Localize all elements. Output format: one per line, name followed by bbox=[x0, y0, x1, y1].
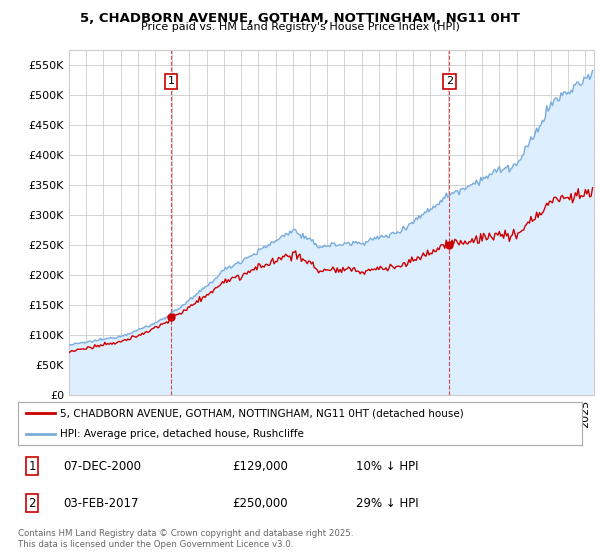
Text: 2: 2 bbox=[446, 76, 453, 86]
Text: 1: 1 bbox=[167, 76, 175, 86]
Text: 07-DEC-2000: 07-DEC-2000 bbox=[63, 460, 141, 473]
Text: 29% ↓ HPI: 29% ↓ HPI bbox=[356, 497, 419, 510]
Text: 1: 1 bbox=[28, 460, 36, 473]
Text: 2: 2 bbox=[28, 497, 36, 510]
Text: HPI: Average price, detached house, Rushcliffe: HPI: Average price, detached house, Rush… bbox=[60, 430, 304, 439]
Text: 5, CHADBORN AVENUE, GOTHAM, NOTTINGHAM, NG11 0HT: 5, CHADBORN AVENUE, GOTHAM, NOTTINGHAM, … bbox=[80, 12, 520, 25]
Text: 10% ↓ HPI: 10% ↓ HPI bbox=[356, 460, 419, 473]
Text: 03-FEB-2017: 03-FEB-2017 bbox=[63, 497, 139, 510]
Text: Contains HM Land Registry data © Crown copyright and database right 2025.
This d: Contains HM Land Registry data © Crown c… bbox=[18, 529, 353, 549]
Text: £250,000: £250,000 bbox=[232, 497, 288, 510]
Text: 5, CHADBORN AVENUE, GOTHAM, NOTTINGHAM, NG11 0HT (detached house): 5, CHADBORN AVENUE, GOTHAM, NOTTINGHAM, … bbox=[60, 408, 464, 418]
Text: Price paid vs. HM Land Registry's House Price Index (HPI): Price paid vs. HM Land Registry's House … bbox=[140, 22, 460, 32]
Text: £129,000: £129,000 bbox=[232, 460, 288, 473]
